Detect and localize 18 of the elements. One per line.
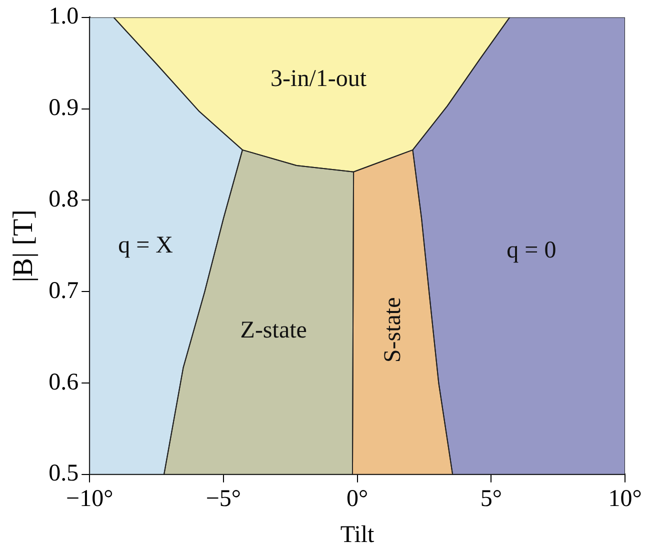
y-axis-title: |B| [T] bbox=[8, 210, 40, 282]
y-tick-label: 0.7 bbox=[48, 278, 79, 304]
y-tick-label: 0.9 bbox=[48, 95, 79, 122]
x-tick-label: −10° bbox=[66, 486, 114, 512]
x-tick-label: 0° bbox=[346, 486, 368, 512]
y-tick-label: 1.0 bbox=[48, 4, 79, 30]
series-label: q = 0 bbox=[506, 238, 556, 264]
series-label: q = X bbox=[118, 232, 174, 258]
series-label: 3-in/1-out bbox=[270, 66, 367, 92]
y-tick-label: 0.8 bbox=[48, 186, 79, 212]
x-tick-label: 5° bbox=[480, 486, 502, 512]
x-axis-title: Tilt bbox=[340, 522, 375, 548]
x-tick-label: −5° bbox=[206, 486, 242, 512]
y-tick-label: 0.6 bbox=[48, 369, 79, 396]
series-label: Z-state bbox=[240, 318, 307, 344]
x-tick-label: 10° bbox=[608, 486, 642, 512]
y-tick-label: 0.5 bbox=[48, 460, 79, 487]
series-label: S-state bbox=[380, 297, 406, 363]
